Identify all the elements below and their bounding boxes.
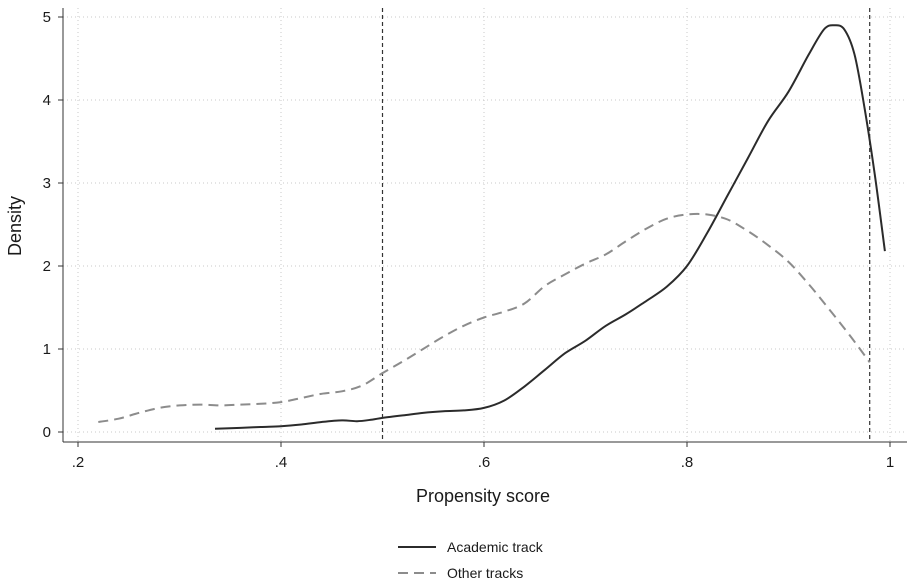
y-tick-label-5: 5 — [43, 9, 51, 26]
reference-lines — [381, 8, 871, 442]
series-line-other-tracks — [98, 212, 871, 423]
x-tick-label-3: .8 — [681, 454, 694, 471]
x-axis-title: Propensity score — [416, 486, 550, 506]
x-tick-label-1: .4 — [275, 454, 288, 471]
axes-layer — [58, 8, 907, 447]
y-tick-label-0: 0 — [43, 424, 51, 441]
grid-layer — [63, 8, 907, 442]
y-axis-title: Density — [5, 196, 25, 256]
legend: Academic track Other tracks — [398, 539, 544, 581]
x-tick-label-2: .6 — [478, 454, 491, 471]
legend-label-academic-track: Academic track — [447, 539, 544, 555]
x-tick-label-0: .2 — [72, 454, 85, 471]
x-tick-label-4: 1 — [886, 454, 894, 471]
tick-labels: 0 1 2 3 4 5 .2 .4 .6 .8 1 — [43, 9, 895, 471]
series-line-academic-track — [214, 24, 886, 430]
series-layer — [98, 24, 886, 430]
y-tick-label-3: 3 — [43, 175, 51, 192]
legend-label-other-tracks: Other tracks — [447, 565, 523, 581]
y-tick-label-1: 1 — [43, 341, 51, 358]
y-tick-label-2: 2 — [43, 258, 51, 275]
y-tick-label-4: 4 — [43, 92, 51, 109]
